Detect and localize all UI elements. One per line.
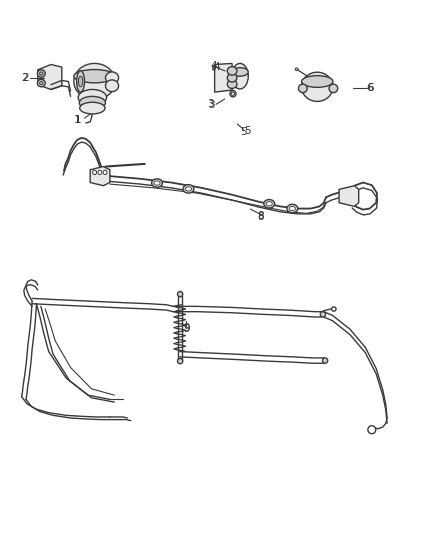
Ellipse shape (39, 71, 44, 77)
Ellipse shape (74, 63, 115, 100)
Text: 1: 1 (74, 115, 81, 125)
Ellipse shape (39, 82, 43, 85)
Text: 3: 3 (208, 100, 215, 110)
Polygon shape (213, 66, 215, 70)
Text: 9: 9 (183, 322, 190, 333)
Ellipse shape (98, 170, 102, 174)
Ellipse shape (39, 72, 43, 75)
Ellipse shape (287, 204, 298, 213)
Ellipse shape (301, 76, 333, 87)
Ellipse shape (329, 84, 338, 93)
Ellipse shape (152, 179, 162, 187)
Ellipse shape (232, 63, 248, 89)
Polygon shape (215, 63, 232, 92)
Ellipse shape (301, 72, 333, 101)
Ellipse shape (106, 72, 119, 84)
Ellipse shape (332, 307, 336, 311)
Ellipse shape (368, 426, 376, 434)
Ellipse shape (298, 84, 307, 93)
Polygon shape (90, 166, 110, 185)
Ellipse shape (322, 358, 328, 364)
Ellipse shape (78, 90, 106, 106)
Ellipse shape (230, 91, 236, 97)
Ellipse shape (79, 96, 106, 109)
Ellipse shape (185, 187, 191, 191)
Ellipse shape (183, 184, 194, 193)
Text: 1: 1 (74, 115, 81, 125)
Ellipse shape (80, 102, 105, 114)
Ellipse shape (177, 359, 183, 364)
Ellipse shape (227, 67, 237, 75)
Ellipse shape (264, 199, 275, 208)
Text: 6: 6 (367, 83, 374, 93)
Text: 5: 5 (244, 126, 251, 136)
Text: 8: 8 (257, 212, 264, 222)
Ellipse shape (227, 80, 237, 88)
Text: 3: 3 (207, 99, 214, 109)
Ellipse shape (74, 69, 115, 83)
Text: 5: 5 (240, 127, 247, 137)
Text: 4: 4 (210, 61, 217, 71)
Polygon shape (339, 185, 359, 206)
Ellipse shape (177, 292, 183, 297)
Text: 2: 2 (22, 73, 29, 83)
Ellipse shape (103, 170, 107, 174)
Ellipse shape (39, 80, 44, 86)
Ellipse shape (231, 92, 234, 95)
Ellipse shape (320, 312, 325, 317)
Ellipse shape (37, 70, 45, 77)
Text: 4: 4 (213, 62, 220, 72)
Ellipse shape (78, 76, 83, 87)
Ellipse shape (232, 68, 248, 76)
Text: 6: 6 (366, 83, 373, 93)
Ellipse shape (295, 68, 298, 70)
Ellipse shape (106, 80, 119, 92)
Ellipse shape (37, 79, 45, 87)
Polygon shape (38, 64, 62, 90)
Text: 2: 2 (21, 73, 28, 83)
Ellipse shape (154, 181, 160, 185)
Ellipse shape (227, 74, 237, 82)
Ellipse shape (266, 201, 272, 206)
Ellipse shape (92, 170, 96, 174)
Text: 8: 8 (257, 211, 264, 221)
Ellipse shape (77, 71, 85, 92)
Ellipse shape (289, 206, 295, 211)
Text: 9: 9 (183, 324, 190, 334)
